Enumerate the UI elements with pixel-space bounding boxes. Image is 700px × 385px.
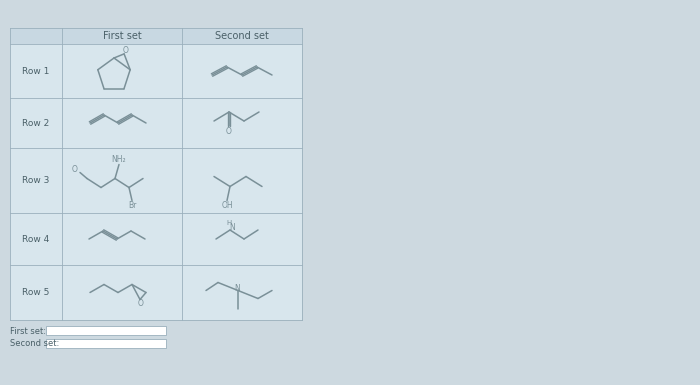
Text: Second set: Second set — [215, 31, 269, 41]
Text: NH₂: NH₂ — [112, 155, 126, 164]
Text: Row 3: Row 3 — [22, 176, 50, 185]
Text: First set:: First set: — [10, 326, 46, 335]
Text: Row 2: Row 2 — [22, 119, 50, 127]
Text: O: O — [122, 46, 128, 55]
Text: Row 1: Row 1 — [22, 67, 50, 75]
Text: N: N — [229, 224, 235, 233]
Text: O: O — [226, 127, 232, 136]
Text: O: O — [72, 165, 78, 174]
Text: H: H — [226, 220, 232, 226]
Bar — [46, 326, 166, 335]
Text: Br: Br — [128, 201, 136, 210]
Text: Row 4: Row 4 — [22, 234, 50, 243]
Text: N: N — [234, 284, 240, 293]
Bar — [46, 339, 166, 348]
Text: O: O — [138, 299, 144, 308]
Text: OH: OH — [221, 201, 233, 210]
Bar — [10, 28, 302, 44]
Bar — [10, 28, 302, 320]
Text: First set: First set — [103, 31, 141, 41]
Text: Row 5: Row 5 — [22, 288, 50, 297]
Text: Second set:: Second set: — [10, 340, 60, 348]
